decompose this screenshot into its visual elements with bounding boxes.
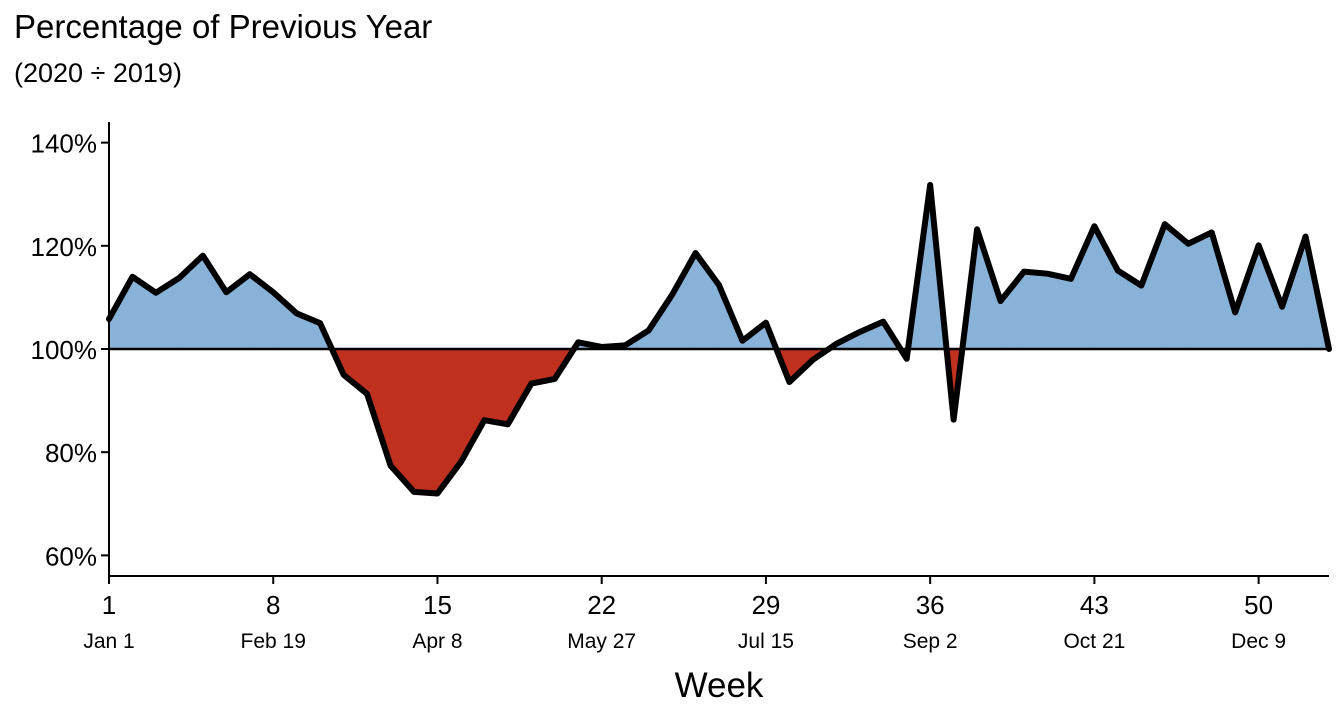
x-tick-label: 22 — [587, 590, 616, 620]
area-below-baseline — [437, 348, 462, 495]
y-tick-label: 140% — [31, 129, 98, 159]
x-tick-label: 1 — [102, 590, 116, 620]
y-tick-label: 60% — [45, 541, 97, 571]
x-tick-label: 43 — [1080, 590, 1109, 620]
chart-title: Percentage of Previous Year — [14, 8, 433, 45]
area-below-baseline — [484, 348, 509, 425]
x-tick-label: 50 — [1244, 590, 1273, 620]
y-tick-label: 120% — [31, 232, 98, 262]
y-tick-label: 100% — [31, 335, 98, 365]
area-above-baseline — [671, 251, 696, 350]
area-above-baseline — [1141, 224, 1166, 350]
x-date-label: Apr 8 — [412, 630, 462, 653]
area-above-baseline — [1023, 271, 1048, 350]
area-above-baseline — [1047, 273, 1072, 350]
area-fills — [108, 184, 1330, 495]
series-line — [106, 181, 1332, 497]
x-tick-label: 8 — [266, 590, 280, 620]
x-date-label: Oct 21 — [1063, 630, 1125, 653]
x-tick-label: 36 — [916, 590, 945, 620]
x-axis-ticks: 1 Jan 1 8 Feb 19 15 Apr 8 22 May 27 29 Jul 15 36 Se… — [83, 576, 1286, 653]
x-tick-label: 15 — [423, 590, 452, 620]
x-date-label: Jan 1 — [83, 630, 134, 653]
x-date-label: Feb 19 — [241, 630, 306, 653]
x-axis-title: Week — [675, 666, 764, 705]
y-tick-label: 80% — [45, 438, 97, 468]
x-tick-label: 29 — [751, 590, 780, 620]
chart-subtitle: (2020 ÷ 2019) — [14, 58, 182, 88]
y-axis-ticks: 60% 80% 100% 120% 140% — [31, 129, 109, 571]
x-date-label: Jul 15 — [738, 630, 794, 653]
x-date-label: Dec 9 — [1231, 630, 1286, 653]
x-date-label: May 27 — [567, 630, 636, 653]
area-above-baseline — [1187, 231, 1212, 350]
x-date-label: Sep 2 — [903, 630, 958, 653]
area-above-baseline — [1070, 226, 1095, 350]
area-below-baseline — [413, 348, 438, 494]
